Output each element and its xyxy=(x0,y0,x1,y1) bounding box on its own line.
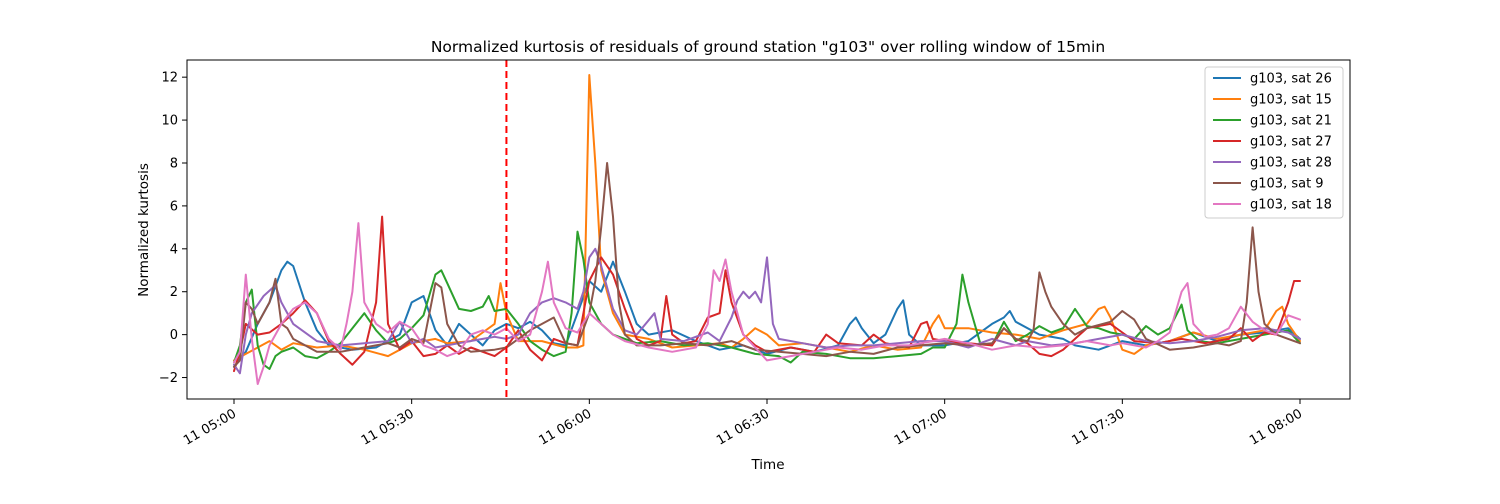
legend-label: g103, sat 26 xyxy=(1250,72,1332,87)
chart-title: Normalized kurtosis of residuals of grou… xyxy=(431,38,1105,56)
series-layer xyxy=(233,74,1301,385)
legend-label: g103, sat 15 xyxy=(1250,93,1332,108)
y-tick-label: 12 xyxy=(161,71,178,86)
series-line-7 xyxy=(233,222,1301,385)
y-tick-label: 10 xyxy=(161,114,178,129)
y-tick-label: 0 xyxy=(170,328,178,343)
legend-label: g103, sat 18 xyxy=(1250,198,1332,213)
legend-label: g103, sat 21 xyxy=(1250,114,1332,129)
legend-label: g103, sat 28 xyxy=(1250,156,1332,171)
y-tick-label: 8 xyxy=(170,156,178,171)
y-tick-label: 2 xyxy=(170,285,178,300)
legend-label: g103, sat 27 xyxy=(1250,135,1332,150)
legend-label: g103, sat 9 xyxy=(1250,177,1324,192)
series-line-5 xyxy=(233,247,1301,375)
y-tick-label: −2 xyxy=(159,371,178,386)
y-axis: −2 0 2 4 6 8 10 12 xyxy=(159,71,187,386)
x-axis-label: Time xyxy=(750,457,784,473)
y-tick-label: 4 xyxy=(170,242,178,257)
legend: g103, sat 26 g103, sat 15 g103, sat 21 g103… xyxy=(1204,66,1344,219)
y-tick-label: 6 xyxy=(170,199,178,214)
y-axis-label: Normalized kurtosis xyxy=(136,163,152,297)
legend-box xyxy=(1204,66,1344,219)
series-line-6 xyxy=(233,162,1301,368)
plot-area-frame xyxy=(186,59,1351,400)
